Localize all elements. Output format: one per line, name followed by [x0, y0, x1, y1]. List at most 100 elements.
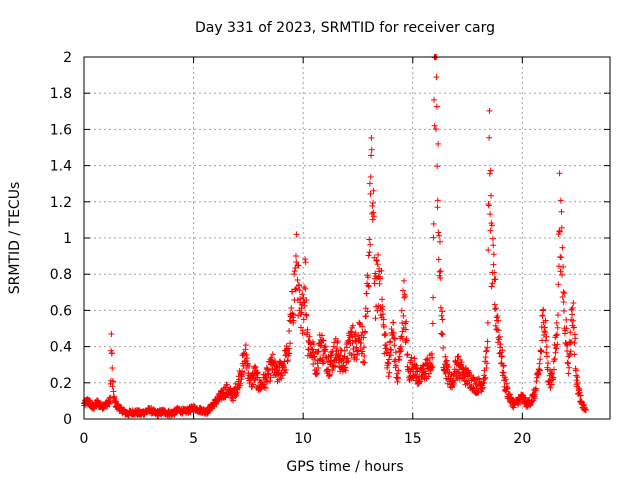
- data-point: [400, 287, 407, 294]
- data-point: [253, 370, 260, 377]
- data-point: [348, 329, 355, 336]
- data-point: [425, 373, 432, 380]
- data-point: [398, 307, 405, 314]
- data-point: [555, 281, 562, 288]
- data-point: [426, 370, 433, 377]
- data-point: [482, 374, 489, 381]
- x-tick-label: 20: [513, 431, 531, 447]
- data-point: [503, 384, 510, 391]
- data-point: [521, 394, 528, 401]
- data-point: [414, 368, 421, 375]
- data-point: [293, 259, 300, 266]
- data-point: [230, 397, 237, 404]
- data-point: [394, 370, 401, 377]
- data-point: [368, 146, 375, 153]
- data-point: [282, 369, 289, 376]
- y-tick-label: 0.8: [50, 267, 72, 283]
- data-point: [559, 293, 566, 300]
- data-point: [582, 406, 589, 413]
- data-point: [484, 319, 491, 326]
- data-point: [536, 366, 543, 373]
- data-point: [352, 337, 359, 344]
- data-point: [364, 308, 371, 315]
- data-point: [568, 306, 575, 313]
- data-point: [361, 359, 368, 366]
- data-point: [282, 366, 289, 373]
- data-point: [450, 380, 457, 387]
- data-point: [403, 318, 410, 325]
- data-point: [307, 350, 314, 357]
- data-point: [404, 352, 411, 359]
- data-point: [554, 341, 561, 348]
- data-point: [379, 303, 386, 310]
- data-point: [560, 289, 567, 296]
- data-point: [471, 377, 478, 384]
- data-point: [496, 350, 503, 357]
- y-tick-label: 0: [63, 412, 72, 428]
- data-point: [378, 267, 385, 274]
- y-tick-label: 0.4: [50, 340, 72, 356]
- data-point: [359, 323, 366, 330]
- data-point: [440, 344, 447, 351]
- data-point: [458, 359, 465, 366]
- data-point: [310, 361, 317, 368]
- data-point: [302, 256, 309, 263]
- data-point: [302, 285, 309, 292]
- data-point: [551, 341, 558, 348]
- data-point: [317, 355, 324, 362]
- data-point: [391, 335, 398, 342]
- data-point: [566, 350, 573, 357]
- data-point: [558, 208, 565, 215]
- data-point: [242, 342, 249, 349]
- data-point: [498, 353, 505, 360]
- data-point: [359, 348, 366, 355]
- data-point: [454, 353, 461, 360]
- data-point: [312, 357, 319, 364]
- data-point: [380, 323, 387, 330]
- data-point: [404, 363, 411, 370]
- data-point: [485, 202, 492, 209]
- data-point: [429, 354, 436, 361]
- data-point: [110, 378, 117, 385]
- data-point: [572, 335, 579, 342]
- data-point: [395, 375, 402, 382]
- data-point: [571, 339, 578, 346]
- data-point: [302, 259, 309, 266]
- data-point: [436, 238, 443, 245]
- data-point: [243, 351, 250, 358]
- data-point: [576, 389, 583, 396]
- data-point: [435, 229, 442, 236]
- data-point: [251, 363, 258, 370]
- data-point: [432, 126, 439, 133]
- data-point: [395, 367, 402, 374]
- data-point: [490, 251, 497, 258]
- data-point: [299, 327, 306, 334]
- data-point: [367, 173, 374, 180]
- data-point: [386, 369, 393, 376]
- data-point: [328, 352, 335, 359]
- data-point: [435, 256, 442, 263]
- data-point: [430, 234, 437, 241]
- data-point: [370, 213, 377, 220]
- data-point: [483, 365, 490, 372]
- data-point: [374, 261, 381, 268]
- data-point: [540, 306, 547, 313]
- data-point: [442, 358, 449, 365]
- data-point: [333, 345, 340, 352]
- data-point: [356, 336, 363, 343]
- data-point: [488, 222, 495, 229]
- data-point: [544, 353, 551, 360]
- data-point: [567, 348, 574, 355]
- data-point: [334, 339, 341, 346]
- data-point: [553, 345, 560, 352]
- data-point: [390, 329, 397, 336]
- data-point: [234, 389, 241, 396]
- data-point: [291, 271, 298, 278]
- data-point: [537, 356, 544, 363]
- data-point: [498, 353, 505, 360]
- data-point: [252, 364, 259, 371]
- data-point: [408, 354, 415, 361]
- data-point: [431, 96, 438, 103]
- data-point: [325, 366, 332, 373]
- data-point: [535, 371, 542, 378]
